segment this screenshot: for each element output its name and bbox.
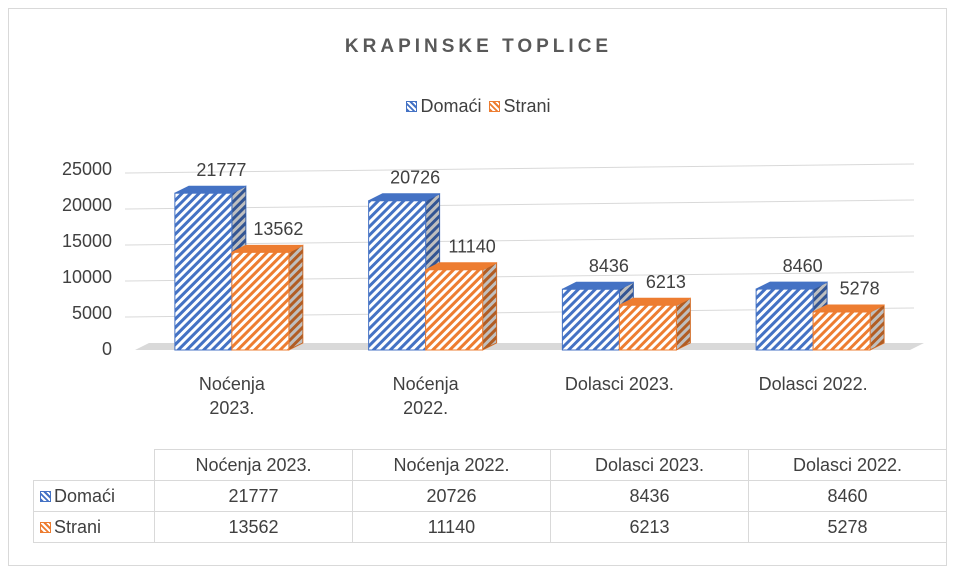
table-cell: 6213 — [550, 511, 749, 543]
bar-front — [618, 304, 677, 351]
x-tick-label: Dolasci 2023. — [564, 374, 674, 394]
data-label: 8436 — [589, 256, 629, 276]
grid-line — [124, 163, 915, 174]
floor — [135, 343, 924, 350]
bar-front — [174, 192, 233, 351]
legend-swatch — [489, 101, 501, 112]
bar-front — [755, 288, 814, 351]
table-series-name: Domaći — [54, 485, 116, 506]
table-cell: 20726 — [352, 480, 551, 512]
legend-swatch — [406, 101, 418, 112]
data-label: 8460 — [783, 256, 823, 276]
data-label: 13562 — [253, 219, 303, 239]
y-tick-label: 5000 — [72, 303, 112, 323]
legend-item: Strani — [489, 96, 551, 117]
table-series-name: Strani — [54, 516, 102, 537]
data-label: 5278 — [840, 279, 880, 299]
table-cell: 13562 — [154, 511, 353, 543]
y-tick-label: 25000 — [62, 159, 112, 179]
data-table: Noćenja 2023. Noćenja 2022. Dolasci 2023. D… — [33, 449, 947, 543]
table-corner — [33, 449, 155, 481]
table-row-label: Domaći — [33, 480, 155, 512]
data-label: 6213 — [646, 272, 686, 292]
table-cell: 8460 — [748, 480, 947, 512]
table-row: Strani 13562 11140 6213 5278 — [33, 511, 947, 543]
chart-title: KRAPINSKE TOPLICE — [344, 36, 613, 57]
bar-side-shade — [288, 245, 303, 350]
bar-side-shade — [676, 298, 691, 350]
y-tick-label: 0 — [102, 339, 112, 359]
bar — [618, 297, 691, 351]
grid-line — [124, 235, 915, 246]
bar-side-shade — [870, 304, 885, 350]
table-cell: 5278 — [748, 511, 947, 543]
bar-front — [812, 311, 871, 351]
legend-swatch — [40, 490, 51, 502]
bar-front — [231, 251, 290, 351]
x-tick-label: Dolasci 2022. — [758, 374, 868, 394]
y-tick-label: 20000 — [62, 195, 112, 215]
table-header-cell: Dolasci 2023. — [550, 449, 749, 481]
legend: Domaći Strani — [0, 96, 957, 117]
table-header: Noćenja 2023. Noćenja 2022. Dolasci 2023. D… — [33, 449, 947, 481]
table-header-cell: Dolasci 2022. — [748, 449, 947, 481]
bar-front — [561, 288, 620, 351]
bar — [812, 304, 885, 351]
x-tick-label: Noćenja 2023. — [198, 374, 265, 418]
bar — [425, 261, 498, 351]
legend-item: Domaći — [406, 96, 481, 117]
bar-side-shade — [482, 262, 497, 350]
table-cell: 11140 — [352, 511, 551, 543]
legend-label: Strani — [503, 96, 551, 116]
bar — [231, 244, 304, 351]
legend-swatch — [40, 521, 51, 533]
table-header-cell: Noćenja 2023. — [154, 449, 353, 481]
bar-front — [368, 200, 427, 351]
y-tick-label: 10000 — [62, 267, 112, 287]
table-row: Domaći 21777 20726 8436 8460 — [33, 480, 947, 512]
data-label: 20726 — [390, 168, 440, 188]
data-label: 11140 — [448, 237, 495, 257]
data-label: 21777 — [196, 160, 246, 180]
x-tick-label: Noćenja 2022. — [392, 374, 459, 418]
legend-label: Domaći — [420, 96, 482, 116]
y-tick-label: 15000 — [62, 231, 112, 251]
table-cell: 21777 — [154, 480, 353, 512]
table-row-label: Strani — [33, 511, 155, 543]
table-header-cell: Noćenja 2022. — [352, 449, 551, 481]
grid-line — [124, 199, 915, 210]
chart-frame — [8, 8, 947, 566]
bar-front — [425, 269, 484, 351]
table-cell: 8436 — [550, 480, 749, 512]
